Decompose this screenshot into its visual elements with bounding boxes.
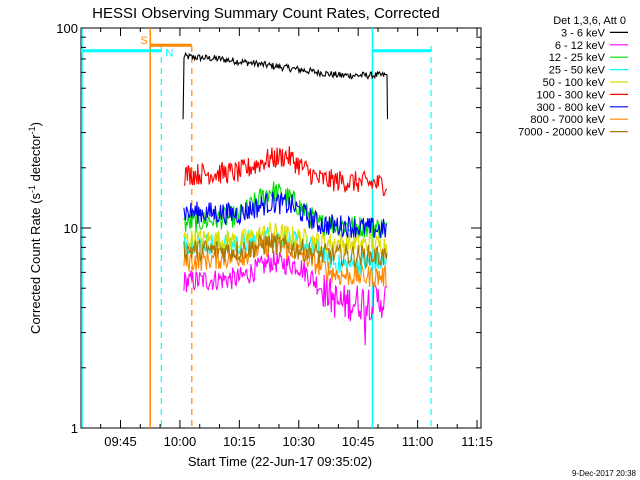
annotation-label: N <box>165 48 173 60</box>
y-axis-label: Corrected Count Rate (s-1 detector-1) <box>27 122 43 334</box>
x-axis-label: Start Time (22-Jun-17 09:35:02) <box>188 454 372 469</box>
period-bars <box>81 43 432 53</box>
y-axis: 1 10 100 <box>56 21 481 436</box>
legend-label: 25 - 50 keV <box>549 65 606 77</box>
period-annotations: SN <box>141 35 174 59</box>
legend-label: 6 - 12 keV <box>555 40 606 52</box>
vertical-markers <box>81 28 432 428</box>
x-tick-label: 10:45 <box>342 434 375 449</box>
y-tick-label: 10 <box>64 221 78 236</box>
legend-header: Det 1,3,6, Att 0 <box>553 15 626 27</box>
legend-label: 300 - 800 keV <box>537 102 606 114</box>
y-tick-label: 100 <box>56 21 78 36</box>
series-line <box>183 232 388 269</box>
x-tick-label: 10:00 <box>164 434 197 449</box>
series-lines <box>182 51 389 346</box>
series-line <box>183 191 388 238</box>
series-line <box>182 51 389 120</box>
x-tick-label: 11:15 <box>461 434 493 449</box>
x-axis: 09:45 10:00 10:15 10:30 10:45 11:00 11:15 <box>100 28 493 449</box>
legend-label: 12 - 25 keV <box>549 52 606 64</box>
x-tick-label: 09:45 <box>104 434 137 449</box>
chart-title: HESSI Observing Summary Count Rates, Cor… <box>92 5 440 22</box>
x-tick-label: 10:15 <box>223 434 256 449</box>
series-line <box>183 146 387 197</box>
plot-area: SN <box>80 27 482 429</box>
footer-date: 9-Dec-2017 20:38 <box>572 469 637 478</box>
series-line <box>183 250 388 346</box>
legend-label: 3 - 6 keV <box>561 27 606 39</box>
legend-label: 100 - 300 keV <box>537 89 606 101</box>
legend-label: 7000 - 20000 keV <box>518 127 606 139</box>
legend-label: 800 - 7000 keV <box>530 114 605 126</box>
legend-label: 50 - 100 keV <box>543 77 606 89</box>
annotation-label: S <box>141 35 148 47</box>
x-tick-label: 10:30 <box>282 434 315 449</box>
x-tick-label: 11:00 <box>402 434 434 449</box>
y-tick-label: 1 <box>71 421 78 436</box>
